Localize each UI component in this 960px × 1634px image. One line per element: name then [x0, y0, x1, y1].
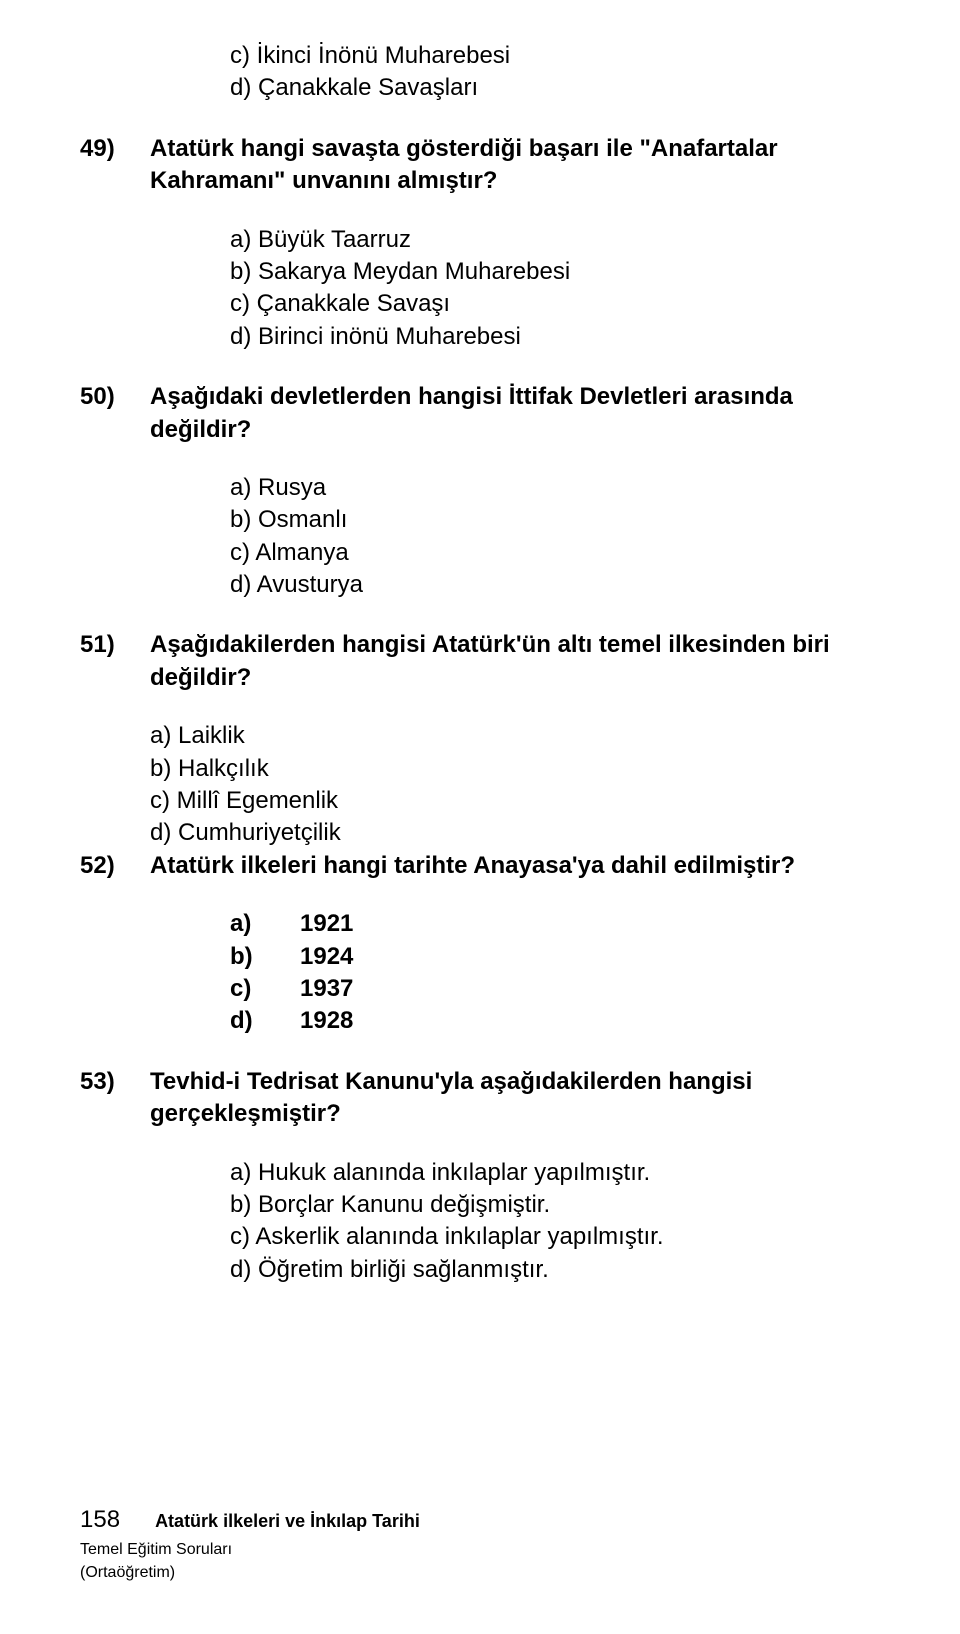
page-footer: 158 Atatürk ilkeleri ve İnkılap Tarihi T…	[80, 1504, 880, 1584]
footer-line-1: 158 Atatürk ilkeleri ve İnkılap Tarihi	[80, 1504, 880, 1536]
option-d: d) Çanakkale Savaşları	[230, 72, 880, 104]
option-value: 1937	[300, 973, 353, 1005]
option-c: c) Çanakkale Savaşı	[230, 288, 880, 320]
option-label: a)	[230, 908, 300, 940]
option-b: b) Borçlar Kanunu değişmiştir.	[230, 1189, 880, 1221]
option-a: a) Rusya	[230, 472, 880, 504]
option-c: c) Askerlik alanında inkılaplar yapılmış…	[230, 1221, 880, 1253]
question-53: 53) Tevhid-i Tedrisat Kanunu'yla aşağıda…	[80, 1066, 880, 1131]
option-d: d) Avusturya	[230, 569, 880, 601]
question-49: 49) Atatürk hangi savaşta gösterdiği baş…	[80, 133, 880, 198]
footer-sub-1: Temel Eğitim Soruları	[80, 1539, 880, 1561]
option-label: d)	[230, 1005, 300, 1037]
option-b: b) Halkçılık	[150, 753, 880, 785]
option-label: b)	[230, 941, 300, 973]
option-d: d) Öğretim birliği sağlanmıştır.	[230, 1254, 880, 1286]
question-52-options: a) 1921 b) 1924 c) 1937 d) 1928	[230, 908, 880, 1038]
page-number: 158	[80, 1504, 120, 1536]
option-c: c) İkinci İnönü Muharebesi	[230, 40, 880, 72]
option-b: b) 1924	[230, 941, 880, 973]
option-d: d) Cumhuriyetçilik	[150, 817, 880, 849]
question-text: Aşağıdaki devletlerden hangisi İttifak D…	[150, 381, 880, 446]
option-a: a) Hukuk alanında inkılaplar yapılmıştır…	[230, 1157, 880, 1189]
question-50-options: a) Rusya b) Osmanlı c) Almanya d) Avustu…	[230, 472, 880, 602]
question-number: 52)	[80, 850, 150, 882]
question-text: Aşağıdakilerden hangisi Atatürk'ün altı …	[150, 629, 880, 694]
exam-page: c) İkinci İnönü Muharebesi d) Çanakkale …	[0, 0, 960, 1634]
option-b: b) Osmanlı	[230, 504, 880, 536]
option-c: c) Almanya	[230, 537, 880, 569]
option-a: a) 1921	[230, 908, 880, 940]
footer-sub-2: (Ortaöğretim)	[80, 1562, 880, 1584]
option-b: b) Sakarya Meydan Muharebesi	[230, 256, 880, 288]
question-53-options: a) Hukuk alanında inkılaplar yapılmıştır…	[230, 1157, 880, 1287]
orphan-options: c) İkinci İnönü Muharebesi d) Çanakkale …	[230, 40, 880, 105]
question-number: 50)	[80, 381, 150, 446]
option-a: a) Büyük Taarruz	[230, 224, 880, 256]
option-a: a) Laiklik	[150, 720, 880, 752]
combined-block: a) Laiklik b) Halkçılık c) Millî Egemenl…	[150, 720, 880, 882]
option-label: c)	[230, 973, 300, 1005]
question-51: 51) Aşağıdakilerden hangisi Atatürk'ün a…	[80, 629, 880, 694]
question-50: 50) Aşağıdaki devletlerden hangisi İttif…	[80, 381, 880, 446]
question-number: 49)	[80, 133, 150, 198]
option-value: 1921	[300, 908, 353, 940]
question-51-options-and-52: 52) a) Laiklik b) Halkçılık c) Millî Ege…	[80, 720, 880, 882]
option-d: d) 1928	[230, 1005, 880, 1037]
question-49-options: a) Büyük Taarruz b) Sakarya Meydan Muhar…	[230, 224, 880, 354]
option-c: c) Millî Egemenlik	[150, 785, 880, 817]
option-value: 1928	[300, 1005, 353, 1037]
question-text: Atatürk hangi savaşta gösterdiği başarı …	[150, 133, 880, 198]
option-d: d) Birinci inönü Muharebesi	[230, 321, 880, 353]
question-number: 53)	[80, 1066, 150, 1131]
option-c: c) 1937	[230, 973, 880, 1005]
footer-title: Atatürk ilkeleri ve İnkılap Tarihi	[155, 1511, 420, 1531]
option-value: 1924	[300, 941, 353, 973]
question-text: Atatürk ilkeleri hangi tarihte Anayasa'y…	[150, 850, 880, 882]
question-text: Tevhid-i Tedrisat Kanunu'yla aşağıdakile…	[150, 1066, 880, 1131]
question-number: 51)	[80, 629, 150, 694]
